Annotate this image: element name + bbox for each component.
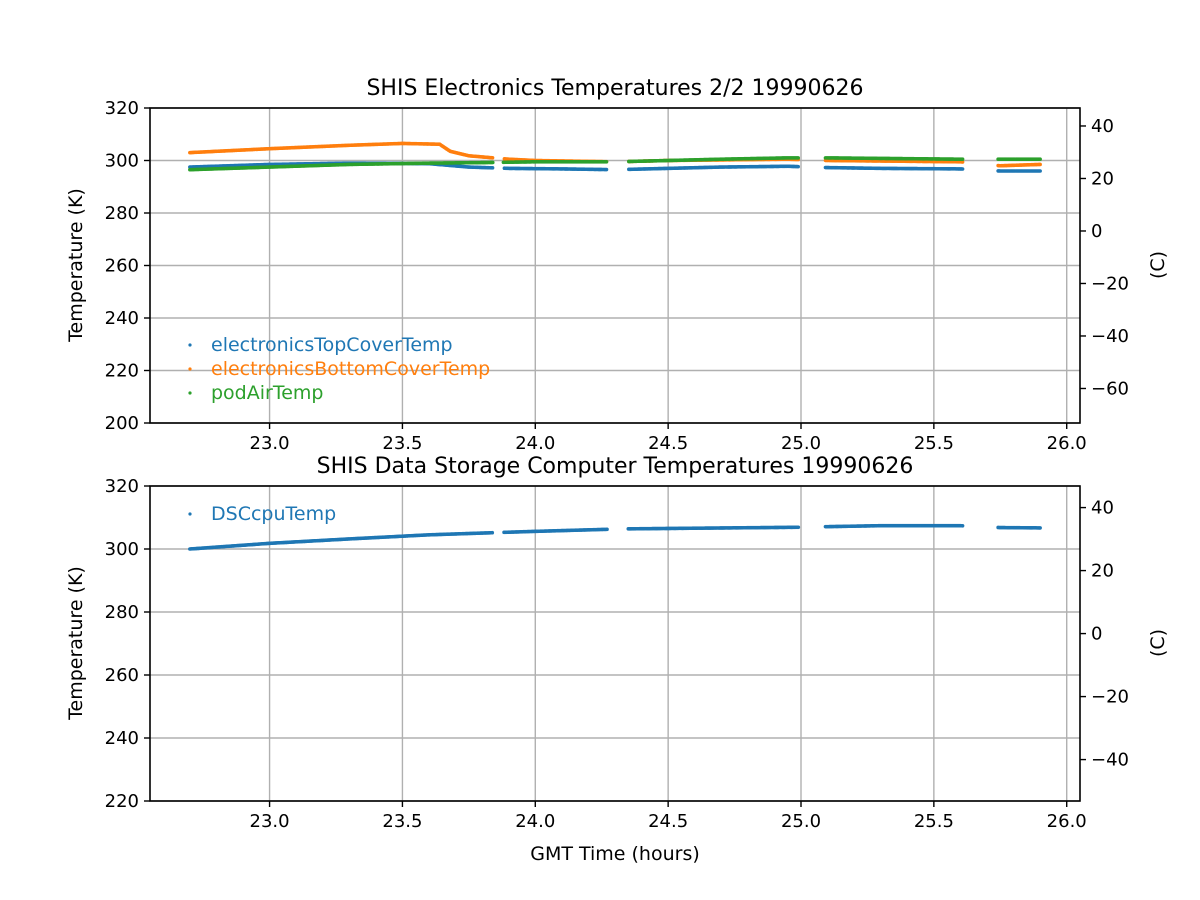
data-point <box>1038 162 1042 167</box>
electronics-legend: electronicsTopCoverTemp electronicsBotto… <box>188 334 490 404</box>
y-tick-label: 320 <box>105 98 139 119</box>
right-y-tick-label: 0 <box>1091 624 1102 645</box>
x-axis-label: GMT Time (hours) <box>530 843 700 865</box>
dsc-legend: DSCcpuTemp <box>188 503 336 525</box>
legend-item-dsc-cpu: DSCcpuTemp <box>188 503 336 525</box>
data-point <box>960 157 965 161</box>
electronics-y-axis-label: Temperature (K) <box>65 188 87 343</box>
right-y-tick-label: 40 <box>1091 498 1114 519</box>
series-podAirTemp <box>188 156 1042 172</box>
data-point <box>604 167 609 172</box>
right-y-tick-label: −40 <box>1091 326 1129 347</box>
legend-marker-dsc-cpu <box>188 512 192 516</box>
data-point <box>1038 526 1042 530</box>
y-tick-label: 200 <box>105 413 139 434</box>
data-point <box>960 167 965 171</box>
y-tick-label: 220 <box>105 791 139 812</box>
legend-marker-pod-air <box>188 391 192 395</box>
y-tick-label: 300 <box>105 539 139 560</box>
data-point <box>1038 169 1042 173</box>
y-tick-label: 260 <box>105 256 139 277</box>
dsc-chart-title: SHIS Data Storage Computer Temperatures … <box>317 454 914 479</box>
x-tick-label: 25.5 <box>914 811 954 832</box>
right-y-tick-label: −60 <box>1091 378 1129 399</box>
legend-label-bottom-cover: electronicsBottomCoverTemp <box>211 358 490 380</box>
electronics-data-points <box>188 141 1042 173</box>
electronics-right-axis-label: (C) <box>1147 251 1169 279</box>
electronics-chart-title: SHIS Electronics Temperatures 2/2 199906… <box>366 76 863 101</box>
x-tick-label: 25.0 <box>781 811 821 832</box>
legend-label-pod-air: podAirTemp <box>211 382 323 404</box>
right-y-tick-label: −20 <box>1091 273 1129 294</box>
data-point <box>1038 157 1042 161</box>
data-point <box>604 160 609 164</box>
x-tick-label: 25.0 <box>781 433 821 454</box>
y-tick-label: 240 <box>105 308 139 329</box>
right-y-tick-label: 20 <box>1091 561 1114 582</box>
electronics-temperature-panel: 23.0 23.5 24.0 24.5 25.0 25.5 26.0200220240260… <box>65 76 1169 454</box>
data-point <box>796 156 800 160</box>
x-tick-label: 24.0 <box>515 433 555 454</box>
right-y-tick-label: 20 <box>1091 168 1114 189</box>
data-point <box>960 523 965 528</box>
data-point <box>605 527 609 532</box>
y-tick-label: 240 <box>105 728 139 749</box>
y-tick-label: 280 <box>105 203 139 224</box>
y-tick-label: 280 <box>105 602 139 623</box>
x-tick-label: 23.5 <box>382 811 422 832</box>
legend-label-dsc-cpu: DSCcpuTemp <box>211 503 336 525</box>
legend-label-top-cover: electronicsTopCoverTemp <box>211 334 453 356</box>
dsc-data-points <box>188 523 1042 551</box>
data-point <box>960 160 965 164</box>
series-DSCcpuTemp <box>188 523 1042 551</box>
x-tick-label: 24.5 <box>648 433 688 454</box>
right-y-tick-label: −40 <box>1091 750 1129 771</box>
legend-item-top-cover: electronicsTopCoverTemp <box>188 334 453 356</box>
x-tick-label: 26.0 <box>1047 811 1087 832</box>
data-point <box>796 164 800 169</box>
x-tick-label: 25.5 <box>914 433 954 454</box>
x-tick-label: 24.5 <box>648 811 688 832</box>
x-tick-label: 23.5 <box>382 433 422 454</box>
x-tick-label: 26.0 <box>1047 433 1087 454</box>
data-point <box>796 525 801 530</box>
y-tick-label: 220 <box>105 361 139 382</box>
dsc-right-axis-label: (C) <box>1147 629 1169 657</box>
x-tick-label: 23.0 <box>250 811 290 832</box>
right-y-tick-label: 40 <box>1091 116 1114 137</box>
data-point <box>490 166 495 170</box>
series-electronicsTopCoverTemp <box>188 161 1042 173</box>
dsc-plot-frame <box>149 485 1081 802</box>
y-tick-label: 320 <box>105 476 139 497</box>
y-tick-label: 300 <box>105 151 139 172</box>
legend-item-pod-air: podAirTemp <box>188 382 323 404</box>
electronics-plot-frame <box>149 107 1081 424</box>
y-tick-label: 260 <box>105 665 139 686</box>
x-tick-label: 24.0 <box>515 811 555 832</box>
data-point <box>490 160 495 165</box>
legend-item-bottom-cover: electronicsBottomCoverTemp <box>188 358 490 380</box>
right-y-tick-label: 0 <box>1091 221 1102 242</box>
data-point <box>490 156 495 160</box>
legend-marker-top-cover <box>188 343 192 347</box>
dsc-temperature-panel: 23.0 23.5 24.0 24.5 25.0 25.5 26.0 220 240 260 280… <box>65 454 1169 865</box>
x-tick-label: 23.0 <box>250 433 290 454</box>
dsc-y-axis-label: Temperature (K) <box>65 566 87 721</box>
data-point <box>490 530 495 535</box>
right-y-tick-label: −20 <box>1091 687 1129 708</box>
legend-marker-bottom-cover <box>188 367 192 371</box>
